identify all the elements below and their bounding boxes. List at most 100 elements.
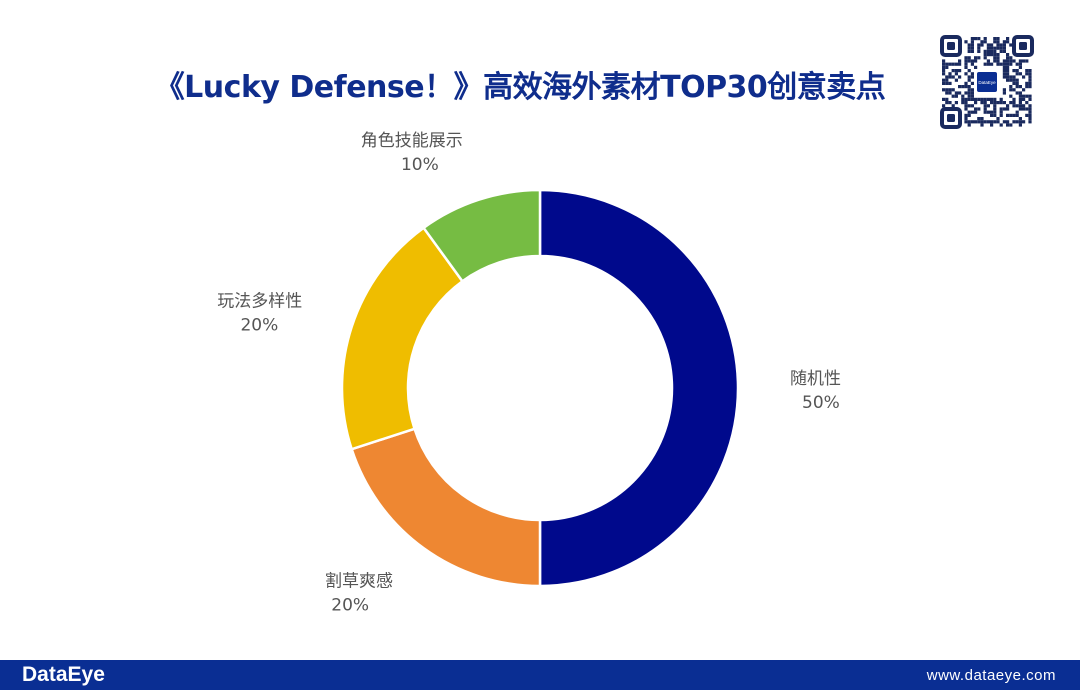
qr-module [1002, 107, 1006, 111]
qr-module [993, 46, 997, 50]
qr-module [974, 107, 978, 111]
qr-module [945, 62, 949, 66]
qr-module [1018, 107, 1022, 111]
qr-module [1025, 101, 1029, 105]
qr-module [990, 120, 994, 124]
qr-module [1015, 81, 1019, 85]
qr-module [1028, 94, 1032, 98]
qr-module [967, 69, 971, 73]
qr-module [964, 113, 968, 117]
qr-module [993, 49, 997, 53]
qr-module [986, 104, 990, 108]
slice-label-0: 随机性 [790, 369, 841, 389]
qr-module [983, 120, 987, 124]
qr-module [1012, 120, 1016, 124]
qr-module [970, 81, 974, 85]
qr-module [1006, 75, 1010, 79]
qr-module [964, 72, 968, 76]
qr-module [993, 37, 997, 41]
qr-module [970, 72, 974, 76]
qr-module [977, 97, 981, 101]
qr-module [961, 85, 965, 89]
qr-module [1002, 101, 1006, 105]
qr-module [1028, 104, 1032, 108]
qr-module [954, 94, 958, 98]
qr-module [1018, 94, 1022, 98]
qr-module [945, 91, 949, 95]
qr-module [1028, 78, 1032, 82]
qr-module [977, 46, 981, 50]
donut-chart: 随机性 50% 割草爽感 20% 玩法多样性 20% 角色技能展示 10% [217, 131, 841, 615]
qr-module [977, 56, 981, 60]
qr-module [1022, 59, 1026, 63]
qr-module [990, 113, 994, 117]
qr-module [1028, 81, 1032, 85]
qr-module [993, 120, 997, 124]
qr-module [977, 120, 981, 124]
qr-module [945, 88, 949, 92]
qr-module [958, 62, 962, 66]
qr-module [958, 75, 962, 79]
qr-module [967, 91, 971, 95]
qr-module [958, 69, 962, 73]
qr-module [1006, 37, 1010, 41]
qr-module [1018, 120, 1022, 124]
qr-module [974, 37, 978, 41]
qr-module [996, 43, 1000, 47]
qr-module [996, 59, 1000, 63]
qr-module [980, 101, 984, 105]
qr-module [964, 65, 968, 69]
qr-module [1006, 72, 1010, 76]
qr-module [1002, 49, 1006, 53]
qr-module [1022, 107, 1026, 111]
qr-module [999, 97, 1003, 101]
qr-module [986, 49, 990, 53]
qr-module [954, 69, 958, 73]
qr-module [1002, 46, 1006, 50]
qr-module [983, 49, 987, 53]
qr-module [1002, 120, 1006, 124]
qr-module [948, 62, 952, 66]
qr-module [1022, 120, 1026, 124]
qr-module [996, 120, 1000, 124]
qr-module [1012, 69, 1016, 73]
qr-module [951, 75, 955, 79]
qr-module [993, 53, 997, 57]
slice-value-1: 20% [331, 595, 369, 615]
qr-module [958, 59, 962, 63]
qr-module [948, 72, 952, 76]
qr-module [999, 107, 1003, 111]
qr-module [980, 97, 984, 101]
qr-logo [977, 72, 997, 92]
qr-module [993, 97, 997, 101]
qr-module [1028, 69, 1032, 73]
qr-module [1006, 107, 1010, 111]
qr-module [945, 75, 949, 79]
qr-module [999, 62, 1003, 66]
page-title: 《Lucky Defense！》高效海外素材TOP30创意卖点 [154, 70, 886, 105]
qr-module [1022, 94, 1026, 98]
qr-module [1009, 78, 1013, 82]
qr-module [974, 120, 978, 124]
qr-module [942, 104, 946, 108]
qr-module [990, 43, 994, 47]
qr-module [942, 62, 946, 66]
qr-module [983, 53, 987, 57]
qr-module [996, 117, 1000, 121]
qr-module [1015, 91, 1019, 95]
qr-module [1006, 104, 1010, 108]
qr-module [999, 49, 1003, 53]
qr-module [996, 46, 1000, 50]
qr-module [964, 91, 968, 95]
qr-module [970, 104, 974, 108]
slice-value-0: 50% [802, 393, 840, 413]
qr-module [1002, 75, 1006, 79]
qr-module [990, 110, 994, 114]
qr-module [1015, 78, 1019, 82]
qr-module [996, 40, 1000, 44]
qr-module [983, 62, 987, 66]
qr-module [1002, 62, 1006, 66]
qr-module [1025, 94, 1029, 98]
qr-module [1025, 85, 1029, 89]
qr-module [964, 59, 968, 63]
